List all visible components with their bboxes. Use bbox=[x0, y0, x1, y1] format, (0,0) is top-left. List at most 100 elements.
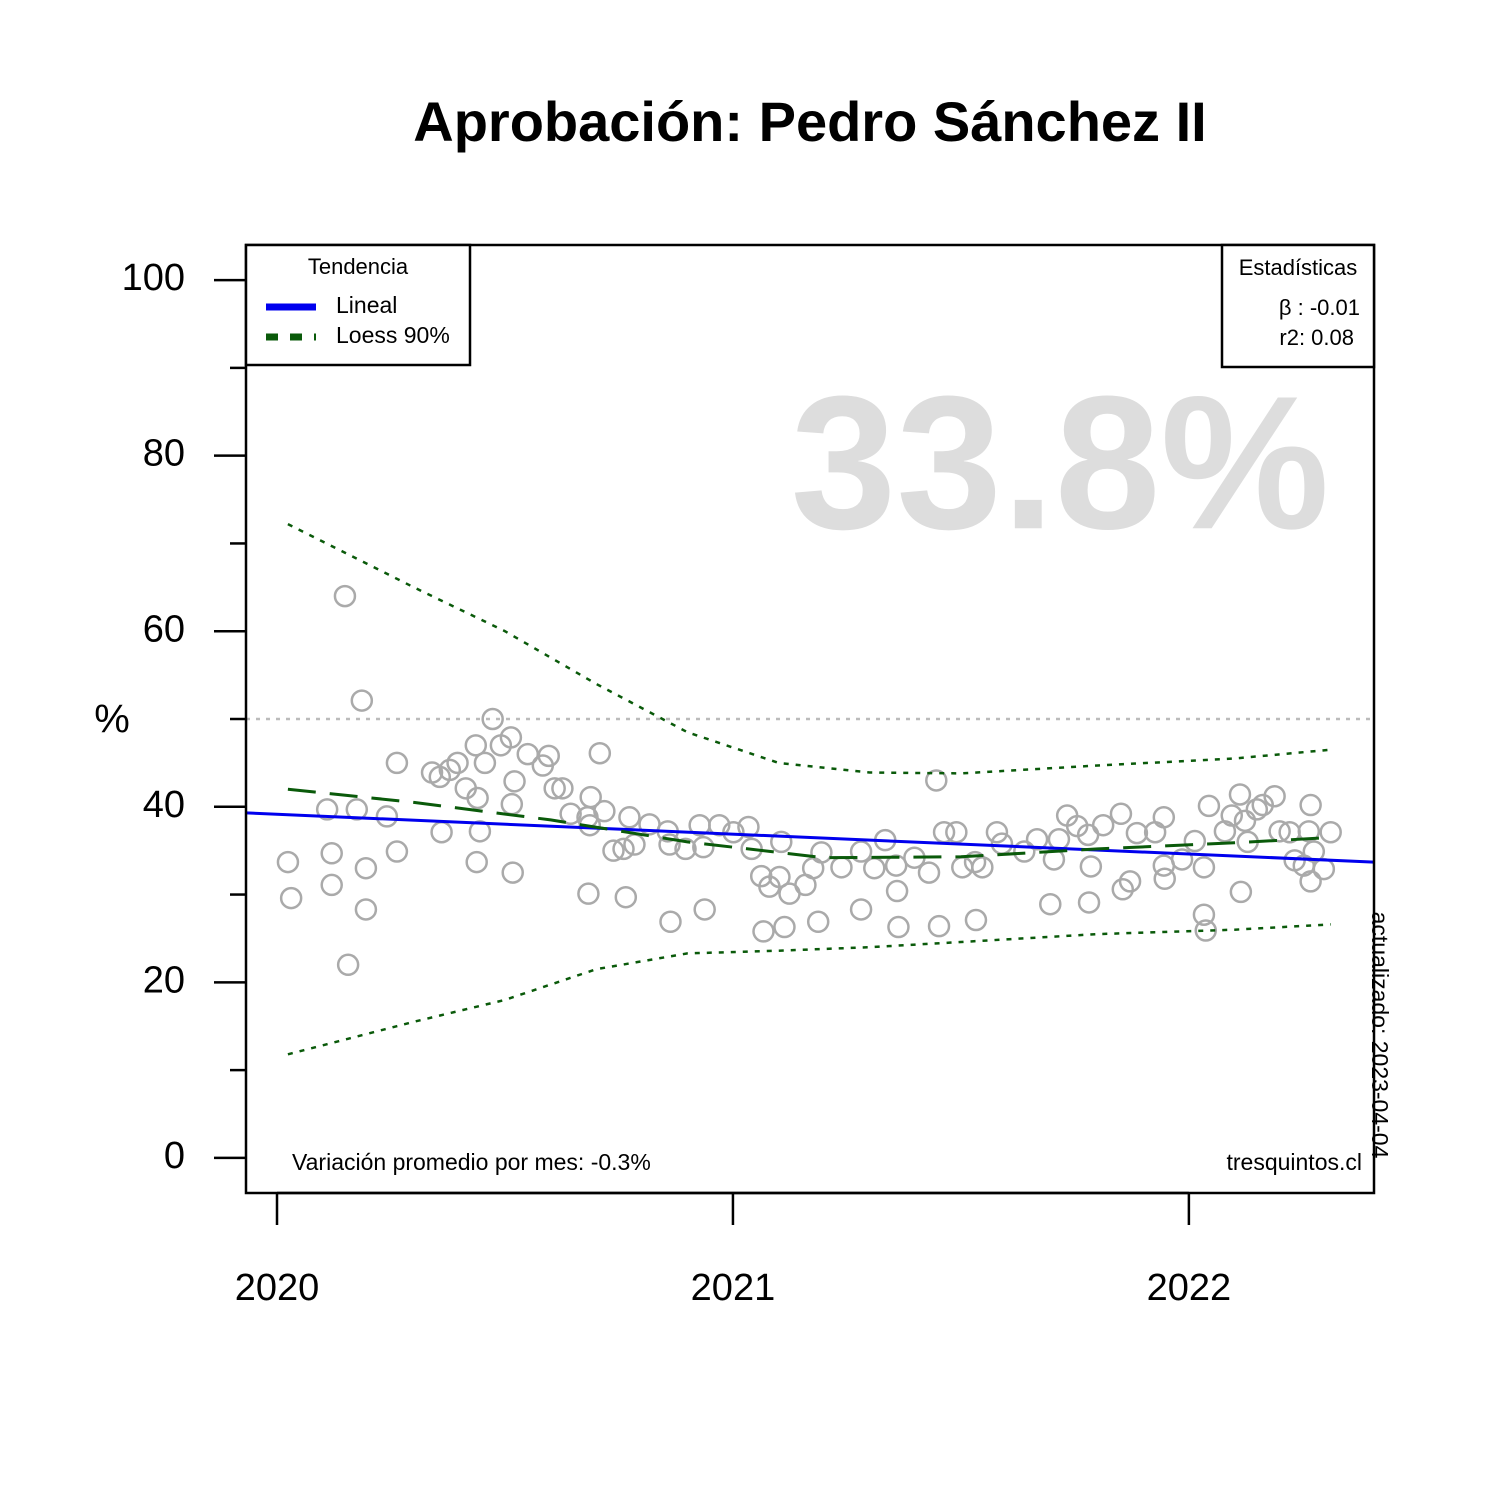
x-tick-label: 2022 bbox=[1147, 1267, 1232, 1309]
data-point bbox=[385, 751, 409, 775]
data-point bbox=[1229, 880, 1253, 904]
data-point bbox=[501, 861, 524, 884]
data-point bbox=[693, 898, 716, 921]
data-point bbox=[276, 850, 300, 874]
data-point bbox=[658, 833, 681, 856]
trend-line bbox=[287, 787, 1331, 860]
data-point bbox=[1245, 798, 1269, 821]
footnote-right: tresquintos.cl bbox=[1226, 1149, 1362, 1175]
stats-frame bbox=[1220, 243, 1376, 369]
data-point bbox=[465, 850, 488, 874]
data-point bbox=[945, 820, 968, 844]
y-tick-label: 40 bbox=[143, 784, 185, 826]
data-point bbox=[806, 910, 830, 934]
data-point bbox=[1299, 870, 1322, 893]
data-point bbox=[773, 915, 796, 939]
data-point bbox=[1091, 813, 1115, 837]
plot-frame bbox=[244, 243, 1376, 1195]
data-point bbox=[740, 837, 763, 861]
data-point bbox=[927, 914, 951, 938]
data-point bbox=[1228, 783, 1252, 806]
data-point bbox=[1299, 793, 1322, 817]
data-point bbox=[985, 820, 1009, 844]
data-point bbox=[481, 707, 504, 731]
data-point bbox=[1302, 840, 1326, 863]
data-point bbox=[925, 769, 948, 792]
data-point bbox=[752, 920, 775, 943]
data-point bbox=[279, 886, 303, 910]
data-point bbox=[577, 882, 600, 905]
stats-title: Estadísticas bbox=[1239, 255, 1358, 280]
data-point bbox=[1013, 840, 1036, 863]
stats-box: Estadísticas β : -0.01 r2: 0.08 bbox=[1220, 243, 1376, 369]
legend-label: Lineal bbox=[336, 292, 397, 318]
data-point bbox=[1039, 892, 1062, 916]
data-point bbox=[375, 805, 399, 828]
data-point bbox=[770, 830, 793, 854]
data-point bbox=[468, 820, 492, 843]
data-point bbox=[537, 744, 560, 768]
data-point bbox=[315, 798, 339, 821]
data-point bbox=[588, 741, 612, 765]
data-point bbox=[320, 842, 343, 865]
data-point bbox=[1297, 820, 1321, 843]
y-tick-label: 100 bbox=[122, 257, 185, 299]
y-axis-label: % bbox=[94, 698, 130, 742]
data-point bbox=[593, 799, 616, 823]
x-tick-label: 2020 bbox=[235, 1267, 320, 1309]
data-point bbox=[849, 898, 873, 921]
data-point bbox=[385, 840, 409, 863]
highlight-value: 33.8% bbox=[791, 357, 1330, 569]
data-point bbox=[708, 813, 731, 837]
data-point bbox=[810, 841, 833, 864]
data-point bbox=[1109, 802, 1133, 826]
data-point bbox=[350, 689, 374, 712]
data-point bbox=[887, 915, 910, 939]
data-point bbox=[354, 898, 378, 921]
footnote-left: Variación promedio por mes: -0.3% bbox=[292, 1149, 651, 1175]
data-point bbox=[1111, 878, 1135, 901]
y-tick-label: 60 bbox=[143, 608, 185, 650]
data-point bbox=[1170, 848, 1194, 871]
data-point bbox=[602, 839, 625, 862]
data-point bbox=[354, 856, 378, 880]
data-point bbox=[1220, 804, 1243, 827]
legend: Tendencia Lineal Loess 90% bbox=[244, 243, 472, 367]
x-tick-label: 2021 bbox=[691, 1267, 776, 1309]
data-point bbox=[336, 953, 360, 977]
data-point bbox=[692, 835, 715, 859]
data-point bbox=[579, 785, 602, 809]
data-point bbox=[1268, 820, 1291, 843]
data-point bbox=[446, 751, 469, 775]
chart-title: Aprobación: Pedro Sánchez II bbox=[413, 90, 1206, 153]
data-point bbox=[659, 910, 682, 934]
data-point bbox=[320, 873, 343, 897]
data-point bbox=[1125, 821, 1149, 845]
data-point bbox=[963, 850, 987, 874]
data-point bbox=[543, 777, 566, 800]
updated-note: actualizado: 2023-04-04 bbox=[1367, 912, 1393, 1159]
data-point bbox=[674, 837, 697, 861]
legend-box bbox=[244, 243, 472, 367]
data-point bbox=[1183, 829, 1207, 853]
legend-title: Tendencia bbox=[308, 254, 409, 279]
data-point bbox=[849, 840, 873, 863]
interval-upper bbox=[287, 522, 1331, 775]
data-point bbox=[1077, 891, 1101, 914]
data-point bbox=[345, 798, 369, 821]
data-point bbox=[1319, 820, 1342, 844]
y-tick-label: 80 bbox=[143, 433, 185, 475]
data-point bbox=[884, 854, 908, 877]
data-point bbox=[473, 751, 497, 775]
data-point bbox=[1152, 806, 1176, 829]
data-point bbox=[499, 726, 523, 749]
data-point bbox=[1233, 809, 1257, 833]
data-point bbox=[1194, 919, 1218, 942]
data-point bbox=[917, 861, 941, 884]
data-point bbox=[618, 806, 641, 829]
stats-beta: β : -0.01 bbox=[1279, 295, 1360, 320]
data-point bbox=[1153, 867, 1176, 891]
data-point bbox=[559, 802, 582, 826]
data-point bbox=[438, 758, 462, 782]
